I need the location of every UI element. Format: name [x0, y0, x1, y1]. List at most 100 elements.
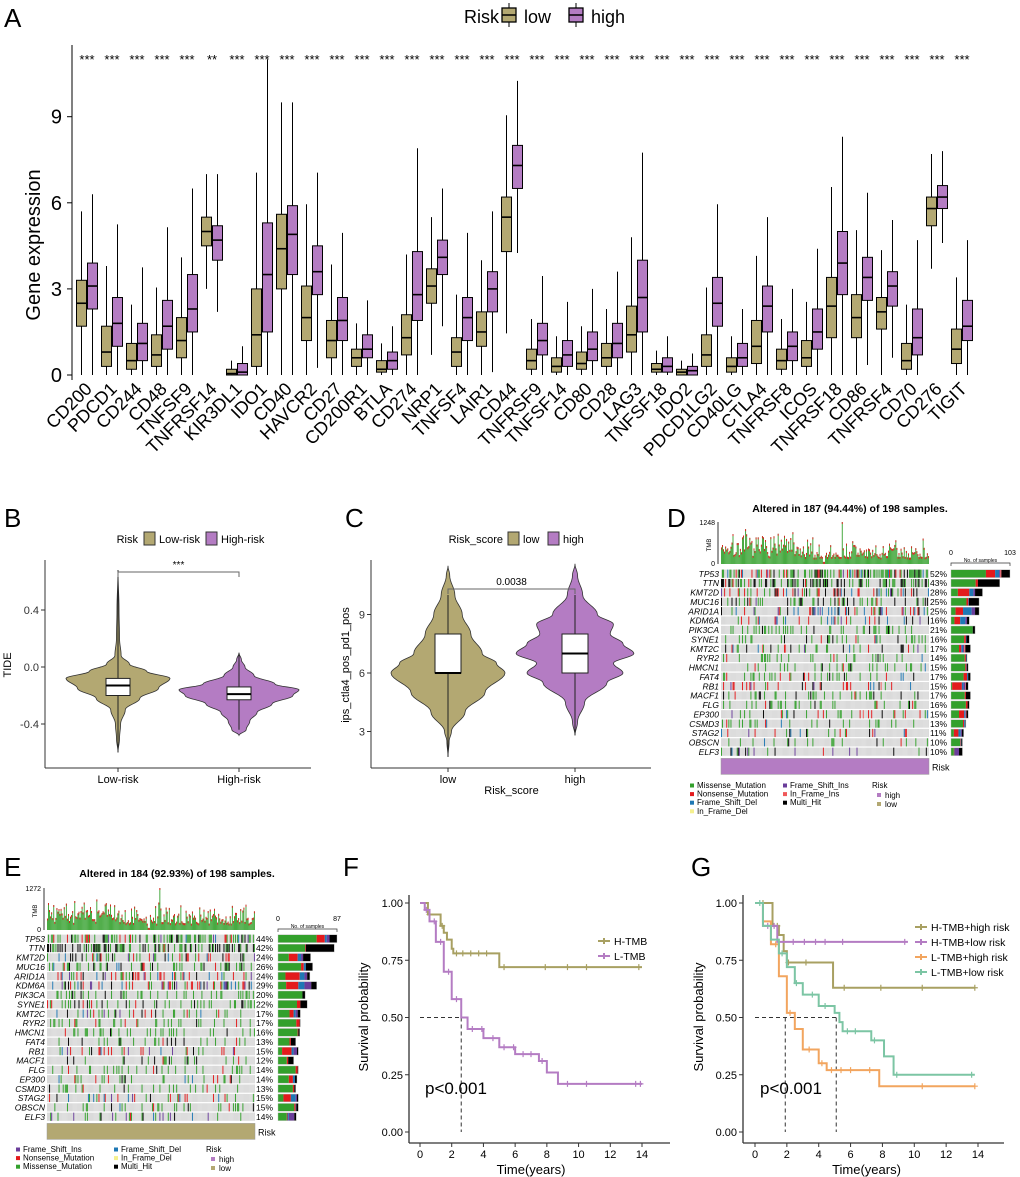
- tmb-bar: [856, 554, 858, 564]
- sample-cell: [800, 728, 802, 738]
- mutation-cell-missense: [761, 597, 763, 606]
- sample-cell: [850, 635, 852, 644]
- count-segment-nonsense: [985, 569, 996, 578]
- sample-cell: [870, 728, 872, 738]
- mutation-cell-missense: [884, 663, 886, 672]
- alteration-percent: 15%: [930, 681, 947, 691]
- sample-cell: [765, 635, 766, 644]
- sample-cell: [891, 616, 893, 625]
- mutation-cell-missense: [867, 569, 868, 578]
- tmb-bar-top: [902, 556, 904, 559]
- sample-cell: [844, 644, 846, 653]
- mutation-cell-nonsense: [859, 710, 861, 719]
- sample-cell: [727, 682, 729, 691]
- sample-cell: [771, 653, 773, 663]
- box-LAIR1-low: [476, 260, 487, 375]
- sample-cell: [862, 588, 864, 597]
- sample-cell: [856, 588, 858, 597]
- sample-cell: [746, 691, 748, 700]
- sample-cell: [830, 578, 832, 588]
- sample-cell: [878, 710, 880, 719]
- sample-cell: [843, 719, 845, 728]
- sample-cell: [739, 691, 741, 700]
- sample-cell: [796, 607, 798, 616]
- sample-cell: [771, 607, 773, 616]
- sample-cell: [748, 625, 750, 634]
- sample-cell: [857, 710, 859, 719]
- sample-cell: [775, 700, 777, 709]
- sample-cell: [893, 607, 895, 616]
- sample-cell: [726, 607, 728, 616]
- sample-cell: [744, 682, 745, 691]
- sample-cell: [862, 597, 864, 606]
- sample-cell: [816, 728, 818, 738]
- mutation-cell-multi_hit: [814, 569, 816, 578]
- sample-cell: [910, 710, 911, 719]
- tmb-bar: [842, 548, 844, 564]
- mutation-cell-missense: [812, 691, 814, 700]
- mutation-cell-missense: [859, 597, 861, 606]
- sample-cell: [852, 682, 854, 691]
- count-segment-frame_shift_ins: [963, 682, 966, 691]
- mutation-cell-nonsense: [733, 682, 735, 691]
- sample-cell: [861, 607, 863, 616]
- mutation-cell-frame_shift_ins: [917, 644, 919, 653]
- sample-cell: [779, 597, 781, 606]
- sample-cell: [888, 607, 889, 616]
- sample-cell: [906, 588, 908, 597]
- sample-cell: [799, 616, 801, 625]
- tmb-bar: [890, 547, 892, 564]
- sample-cell: [792, 691, 794, 700]
- sample-cell: [883, 569, 885, 578]
- sample-cell: [907, 663, 909, 672]
- mutation-cell-multi_hit: [822, 578, 824, 588]
- mutation-cell-multi_hit: [747, 597, 749, 606]
- mutation-cell-missense: [812, 653, 814, 663]
- sample-cell: [901, 635, 903, 644]
- sample-cell: [787, 682, 789, 691]
- sample-cell: [919, 588, 921, 597]
- panel-label: B: [4, 503, 21, 533]
- sample-cell: [912, 691, 914, 700]
- sample-cell: [893, 644, 895, 653]
- sample-cell: [738, 672, 740, 681]
- tmb-bar-top: [725, 546, 727, 549]
- sample-cell: [737, 672, 739, 681]
- sample-cell: [767, 663, 769, 672]
- sample-cell: [892, 653, 894, 663]
- sample-cell: [779, 653, 781, 663]
- sample-cell: [817, 719, 819, 728]
- sample-cell: [753, 719, 755, 728]
- gene-label: TTN: [702, 578, 719, 588]
- mutation-cell-missense: [917, 569, 919, 578]
- sample-cell: [743, 578, 744, 588]
- sample-cell: [772, 682, 774, 691]
- tmb-bar: [770, 537, 772, 564]
- sample-cell: [879, 691, 881, 700]
- sample-cell: [880, 616, 882, 625]
- sample-cell: [831, 691, 833, 700]
- mutation-cell-nonsense: [913, 607, 915, 616]
- sample-cell: [732, 691, 734, 700]
- mutation-cell-frame_shift_del: [850, 569, 852, 578]
- sample-cell: [771, 682, 773, 691]
- sample-cell: [726, 588, 728, 597]
- tmb-bar: [913, 552, 915, 564]
- sample-cell: [796, 672, 798, 681]
- sample-cell: [758, 653, 760, 663]
- tmb-bar-top: [817, 554, 819, 557]
- sample-cell: [745, 597, 747, 606]
- sample-cell: [876, 682, 878, 691]
- box-CD44-high: [512, 80, 523, 254]
- tmb-bar-top: [884, 552, 886, 555]
- mutation-cell-missense: [836, 663, 838, 672]
- tmb-bar: [747, 547, 749, 564]
- sample-cell: [890, 616, 891, 625]
- sample-cell: [754, 569, 756, 578]
- sample-cell: [787, 616, 789, 625]
- sample-cell: [772, 597, 774, 606]
- count-segment-missense: [951, 710, 960, 719]
- sample-cell: [853, 691, 855, 700]
- mutation-cell-missense: [902, 710, 904, 719]
- mutation-cell-missense: [878, 569, 880, 578]
